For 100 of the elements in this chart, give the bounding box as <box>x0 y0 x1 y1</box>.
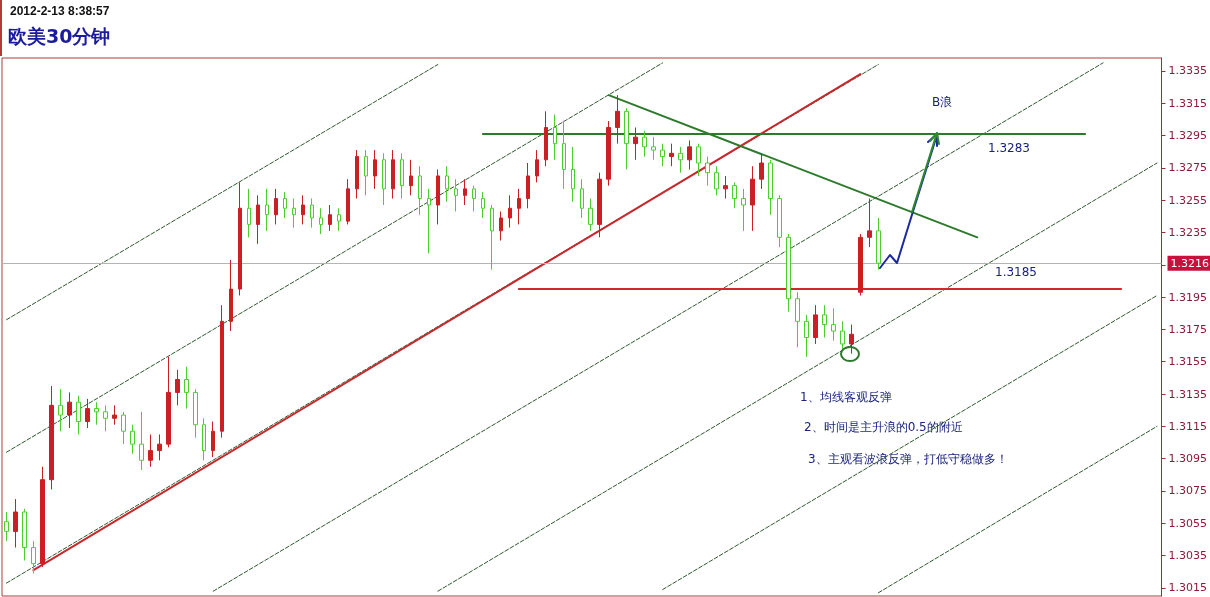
candlestick <box>274 188 278 225</box>
chart-subtitle: 2012-2-13 8:38:57 <box>10 4 110 18</box>
candlestick <box>624 107 629 170</box>
candlestick <box>822 304 827 338</box>
candlestick <box>193 388 198 439</box>
candlestick <box>175 369 180 406</box>
candlestick <box>292 198 296 229</box>
candlestick <box>184 366 189 410</box>
y-tick-label: 1.3155 <box>1168 355 1208 369</box>
candlestick <box>229 259 233 332</box>
annotation: 1、均线客观反弹 <box>800 390 892 404</box>
y-tick-label: 1.3175 <box>1168 322 1208 336</box>
candlestick <box>346 178 350 225</box>
candlestick <box>867 198 872 248</box>
candlestick <box>85 398 90 429</box>
candlestick <box>633 126 638 161</box>
y-tick-label: 1.3035 <box>1168 549 1208 563</box>
candlestick <box>490 204 494 271</box>
y-tick-label: 1.3055 <box>1168 516 1208 530</box>
candlestick <box>571 146 575 203</box>
candlestick <box>696 143 701 177</box>
candlestick <box>535 149 539 183</box>
candlestick <box>436 168 440 225</box>
annotation: B浪 <box>932 95 953 109</box>
candlestick <box>166 356 171 448</box>
candlestick <box>526 162 530 209</box>
candlestick <box>409 159 413 196</box>
candlestick <box>714 165 719 196</box>
candlestick <box>615 94 620 145</box>
y-tick-label: 1.3255 <box>1168 193 1208 207</box>
candlestick <box>813 304 818 345</box>
candlestick <box>750 165 755 232</box>
candlestick <box>427 188 431 254</box>
candlestick <box>103 404 108 432</box>
candlestick <box>13 498 18 549</box>
candlestick <box>472 185 476 212</box>
candlestick <box>732 181 737 209</box>
candlestick <box>849 324 854 355</box>
candlestick <box>337 207 341 232</box>
candlestick <box>328 204 332 232</box>
candlestick <box>319 207 323 235</box>
candlestick <box>741 188 746 232</box>
candlestick <box>400 152 404 200</box>
candlestick <box>22 508 27 561</box>
candlestick <box>705 156 710 187</box>
candlestick <box>31 540 36 574</box>
candlestick <box>831 307 836 342</box>
candlestick <box>562 120 566 190</box>
candlestick <box>211 421 215 458</box>
y-tick-label: 1.3115 <box>1168 419 1208 433</box>
candlestick <box>517 188 521 225</box>
y-tick-label: 1.3295 <box>1168 129 1208 143</box>
candlestick <box>786 233 791 313</box>
candlestick <box>418 165 422 216</box>
annotation: 1.3185 <box>995 265 1037 279</box>
candlestick <box>669 143 674 167</box>
candlestick <box>238 181 242 296</box>
y-tick-label: 1.3015 <box>1168 581 1208 595</box>
candlestick <box>94 401 99 426</box>
candlestick <box>310 198 314 229</box>
ref-line-label: 1.3216 <box>1170 256 1210 270</box>
candlestick <box>499 210 503 242</box>
candlestick <box>660 143 665 167</box>
candlestick <box>454 178 458 212</box>
candlestick <box>876 217 881 271</box>
candlestick <box>445 165 449 203</box>
candlestick <box>283 191 287 219</box>
candlestick <box>544 110 548 167</box>
candlestick <box>256 194 260 245</box>
candlestick <box>148 433 153 468</box>
candlestick <box>508 194 512 229</box>
y-tick-label: 1.3315 <box>1168 96 1208 110</box>
candlestick <box>301 194 305 225</box>
y-tick-label: 1.3275 <box>1168 161 1208 175</box>
candlestick <box>588 198 593 232</box>
y-tick-label: 1.3195 <box>1168 290 1208 304</box>
candlestick <box>481 191 485 219</box>
candlestick <box>265 188 269 232</box>
candlestick <box>220 304 224 439</box>
candlestick <box>759 152 764 190</box>
candlestick <box>642 130 647 158</box>
candlestick <box>49 385 54 490</box>
annotation: 2、时间是主升浪的0.5的附近 <box>804 420 963 434</box>
candlestick <box>777 194 782 248</box>
chart-title: 欧美30分钟 <box>8 24 111 49</box>
candlestick <box>580 178 584 219</box>
candlestick <box>651 136 656 161</box>
annotation: 1.3283 <box>988 141 1030 155</box>
candlestick <box>4 511 9 542</box>
candlestick <box>768 159 773 216</box>
candlestick <box>553 114 557 161</box>
candlestick <box>58 388 63 432</box>
candlestick <box>121 411 126 445</box>
candlestick <box>463 178 467 206</box>
candlestick <box>355 149 359 200</box>
y-tick-label: 1.3095 <box>1168 452 1208 466</box>
candlestick <box>67 391 72 429</box>
y-tick-label: 1.3235 <box>1168 225 1208 239</box>
candlestick <box>606 120 611 187</box>
candlestick <box>382 152 386 206</box>
